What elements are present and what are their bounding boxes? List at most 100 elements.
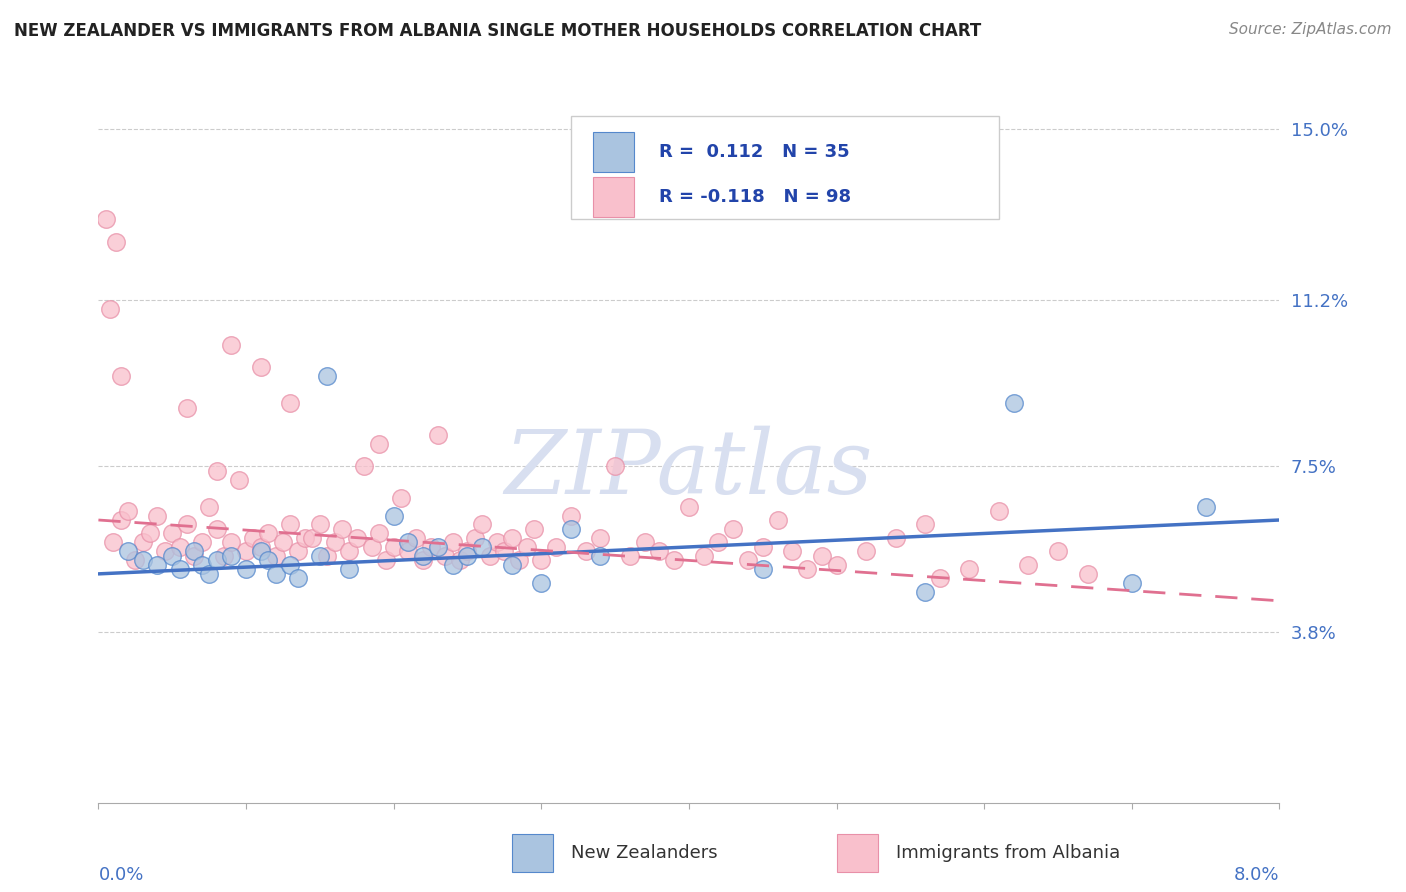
- Point: [419, 540, 441, 554]
- Point: [316, 369, 339, 384]
- Point: [382, 508, 405, 523]
- Point: [471, 517, 494, 532]
- Point: [250, 540, 273, 554]
- Point: [693, 549, 716, 563]
- Point: [811, 549, 834, 563]
- Text: R =  0.112   N = 35: R = 0.112 N = 35: [659, 143, 851, 161]
- Point: [162, 549, 183, 563]
- Point: [110, 513, 132, 527]
- Point: [330, 522, 353, 536]
- Point: [294, 531, 316, 545]
- Point: [375, 553, 398, 567]
- Point: [110, 369, 132, 384]
- Point: [575, 544, 598, 558]
- Point: [250, 544, 273, 558]
- Point: [412, 553, 434, 567]
- Point: [501, 558, 523, 572]
- Point: [280, 396, 302, 410]
- Point: [959, 562, 981, 576]
- Point: [162, 526, 183, 541]
- Point: [648, 544, 671, 558]
- Point: [471, 540, 494, 554]
- Point: [589, 531, 612, 545]
- Point: [441, 558, 464, 572]
- Point: [752, 562, 775, 576]
- Point: [457, 549, 479, 563]
- Point: [464, 531, 486, 545]
- Point: [988, 504, 1011, 518]
- Point: [301, 531, 323, 545]
- Point: [707, 535, 730, 549]
- Point: [198, 500, 221, 514]
- Point: [316, 549, 339, 563]
- Point: [382, 540, 405, 554]
- Point: [368, 526, 391, 541]
- Point: [398, 544, 420, 558]
- Text: NEW ZEALANDER VS IMMIGRANTS FROM ALBANIA SINGLE MOTHER HOUSEHOLDS CORRELATION CH: NEW ZEALANDER VS IMMIGRANTS FROM ALBANIA…: [14, 22, 981, 40]
- Point: [98, 301, 121, 316]
- Point: [280, 558, 302, 572]
- Point: [235, 544, 257, 558]
- Point: [124, 553, 146, 567]
- Point: [117, 504, 139, 518]
- Point: [191, 558, 214, 572]
- Point: [508, 553, 530, 567]
- Point: [398, 535, 420, 549]
- Point: [139, 526, 162, 541]
- Point: [1002, 396, 1025, 410]
- Point: [855, 544, 877, 558]
- Point: [271, 535, 294, 549]
- Point: [221, 535, 243, 549]
- Text: 0.0%: 0.0%: [98, 865, 143, 884]
- Point: [250, 360, 273, 375]
- Point: [737, 553, 759, 567]
- Point: [530, 553, 553, 567]
- Point: [323, 535, 346, 549]
- Point: [560, 508, 582, 523]
- Point: [501, 531, 523, 545]
- Point: [309, 517, 332, 532]
- Point: [914, 584, 936, 599]
- Point: [782, 544, 804, 558]
- Point: [405, 531, 427, 545]
- Point: [183, 549, 205, 563]
- Bar: [593, 177, 634, 217]
- Point: [412, 549, 434, 563]
- Point: [1046, 544, 1070, 558]
- Point: [360, 540, 382, 554]
- Point: [287, 571, 309, 585]
- Point: [441, 535, 464, 549]
- Point: [169, 562, 191, 576]
- Point: [221, 549, 243, 563]
- Point: [1121, 575, 1143, 590]
- Point: [191, 535, 214, 549]
- Text: R = -0.118   N = 98: R = -0.118 N = 98: [659, 188, 852, 206]
- Point: [103, 535, 125, 549]
- Point: [457, 544, 479, 558]
- Point: [427, 427, 450, 442]
- Point: [264, 549, 287, 563]
- Point: [198, 566, 221, 581]
- Point: [339, 562, 361, 576]
- Point: [176, 517, 198, 532]
- Point: [546, 540, 568, 554]
- Point: [212, 549, 235, 563]
- Point: [427, 540, 450, 554]
- Point: [353, 459, 375, 474]
- Point: [264, 566, 287, 581]
- Point: [368, 436, 391, 450]
- Point: [478, 549, 501, 563]
- Point: [205, 464, 228, 478]
- Point: [752, 540, 775, 554]
- Point: [766, 513, 789, 527]
- Point: [486, 535, 509, 549]
- Point: [560, 522, 582, 536]
- Point: [287, 544, 309, 558]
- Point: [1195, 500, 1218, 514]
- Point: [132, 535, 155, 549]
- Point: [678, 500, 700, 514]
- Bar: [593, 132, 634, 172]
- Point: [634, 535, 657, 549]
- Point: [235, 562, 257, 576]
- Point: [929, 571, 952, 585]
